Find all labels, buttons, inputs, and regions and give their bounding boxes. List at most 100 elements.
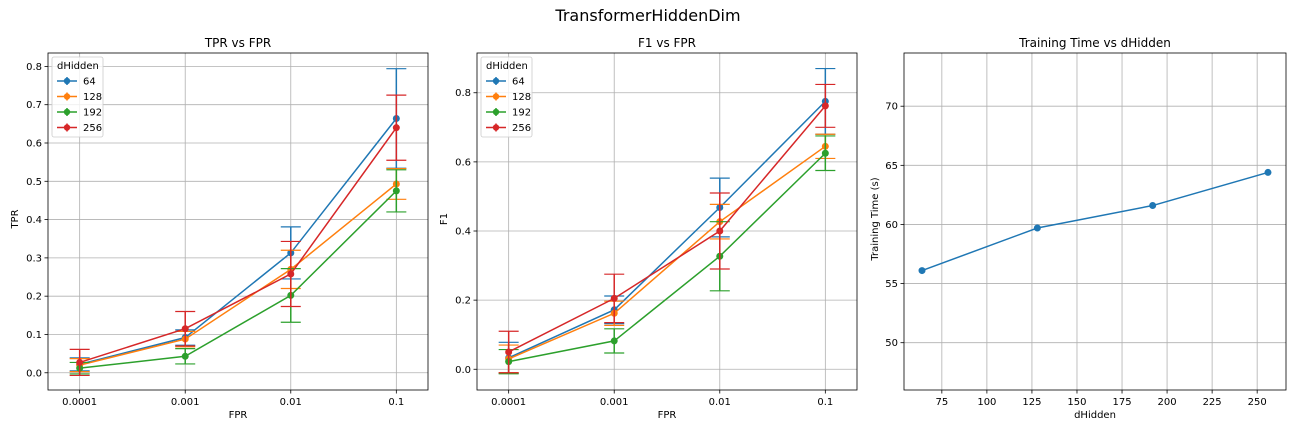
x-tick-label: 175	[1112, 397, 1131, 408]
data-point	[610, 337, 618, 345]
x-tick-label: 250	[1248, 397, 1267, 408]
data-point	[505, 348, 513, 356]
x-tick-label: 150	[1067, 397, 1086, 408]
data-point	[1149, 202, 1157, 210]
plot-area	[918, 168, 1272, 275]
y-tick-label: 50	[885, 338, 898, 349]
data-point	[181, 325, 189, 333]
chart-title-training-time: Training Time vs dHidden	[1018, 36, 1171, 50]
series-64	[498, 67, 836, 375]
legend-title: dHidden	[57, 61, 99, 72]
chart-title-f1: F1 vs FPR	[638, 36, 696, 50]
data-point	[181, 352, 189, 360]
legend-marker	[492, 124, 500, 131]
y-tick-label: 0.3	[26, 253, 42, 264]
axes-frame	[903, 52, 1287, 391]
legend-box	[51, 56, 104, 138]
y-tick-label: 60	[885, 220, 898, 231]
series-line	[508, 105, 826, 353]
x-tick-label: 0.0001	[62, 397, 97, 408]
x-tick-label: 0.01	[280, 397, 302, 408]
figure-title: TransformerHiddenDim	[554, 6, 740, 25]
y-axis-label-tpr: TPR	[10, 209, 21, 229]
grid	[48, 53, 428, 390]
x-tick-label: 125	[1022, 397, 1041, 408]
panel-tpr-vs-fpr: TPR vs FPR FPR TPR 0.0001 0.001 0.01 0.10.0…	[10, 36, 429, 421]
series-line	[79, 127, 397, 364]
x-tick-label: 0.0001	[491, 397, 526, 408]
panel-training-time: Training Time vs dHidden dHidden Trainin…	[870, 36, 1287, 421]
plot-area	[498, 67, 836, 375]
y-tick-label: 0.5	[26, 177, 42, 188]
y-tick-label: 70	[885, 102, 898, 113]
x-axis-label-tpr: FPR	[229, 410, 248, 421]
legend-marker	[63, 93, 71, 100]
legend-marker	[63, 77, 71, 85]
series-192	[69, 169, 407, 375]
y-axis-label-training-time: Training Time (s)	[870, 177, 881, 261]
data-point	[821, 102, 829, 110]
data-point	[821, 149, 829, 157]
y-tick-label: 0.8	[26, 62, 42, 73]
legend-label: 192	[83, 108, 102, 119]
y-tick-label: 0.1	[26, 330, 42, 341]
x-tick-label: 200	[1158, 397, 1177, 408]
legend-label: 64	[83, 77, 96, 88]
y-tick-label: 0.4	[455, 227, 471, 238]
x-tick-label: 0.001	[600, 397, 629, 408]
x-axis-label-training-time: dHidden	[1074, 410, 1116, 421]
axis-ticks: 0.0001 0.001 0.01 0.1 0.0 0.2 0.4 0.6 0.8	[455, 88, 833, 408]
series-main	[918, 168, 1272, 275]
legend-marker	[63, 124, 71, 131]
legend-label: 256	[512, 123, 531, 134]
legend: dHidden 64 128 192 256	[480, 56, 533, 138]
axis-ticks: 0.0001 0.001 0.01 0.1 0.0 0.1 0.2 0.3 0.4 0.5 0.6 0…	[26, 62, 404, 408]
x-tick-label: 225	[1203, 397, 1222, 408]
series-line	[79, 183, 397, 366]
legend-label: 192	[512, 108, 531, 119]
legend-label: 256	[83, 123, 102, 134]
data-point	[287, 270, 295, 278]
series-line	[508, 100, 826, 359]
series-256	[498, 83, 836, 374]
y-tick-label: 65	[885, 161, 898, 172]
series-line	[508, 152, 826, 363]
data-point	[392, 187, 400, 195]
series-256	[69, 94, 407, 377]
data-point	[918, 267, 926, 275]
legend-label: 128	[512, 92, 531, 103]
data-point	[1033, 224, 1041, 232]
data-point	[610, 294, 618, 302]
y-tick-label: 0.7	[26, 100, 42, 111]
chart-title-tpr: TPR vs FPR	[204, 36, 271, 50]
x-tick-label: 0.001	[171, 397, 200, 408]
series-128	[69, 168, 407, 373]
data-point	[1264, 168, 1272, 176]
series-line	[79, 118, 397, 366]
series-192	[498, 135, 836, 375]
data-point	[392, 124, 400, 132]
y-axis-label-f1: F1	[439, 213, 450, 225]
legend-marker	[492, 108, 500, 116]
data-point	[716, 227, 724, 235]
y-tick-label: 0.2	[455, 296, 471, 307]
axes-frame	[476, 52, 858, 391]
legend-marker	[63, 108, 71, 116]
data-point	[76, 358, 84, 366]
panel-f1-vs-fpr: F1 vs FPR FPR F1 0.0001 0.001 0.01 0.10.00.…	[439, 36, 858, 421]
y-tick-label: 55	[885, 279, 898, 290]
x-axis-label-f1: FPR	[658, 410, 677, 421]
axis-ticks: 75 100 125 150 175 200 225 250 50 55 60 65 70	[885, 102, 1266, 408]
series-line	[508, 145, 826, 360]
y-tick-label: 0.6	[455, 157, 471, 168]
legend: dHidden 64 128 192 256	[51, 56, 104, 138]
x-tick-label: 0.1	[817, 397, 833, 408]
y-tick-label: 0.2	[26, 292, 42, 303]
plot-area	[69, 68, 407, 377]
legend-title: dHidden	[486, 61, 528, 72]
legend-marker	[492, 93, 500, 100]
axes-frame	[47, 52, 429, 391]
legend-marker	[492, 77, 500, 85]
legend-label: 128	[83, 92, 102, 103]
